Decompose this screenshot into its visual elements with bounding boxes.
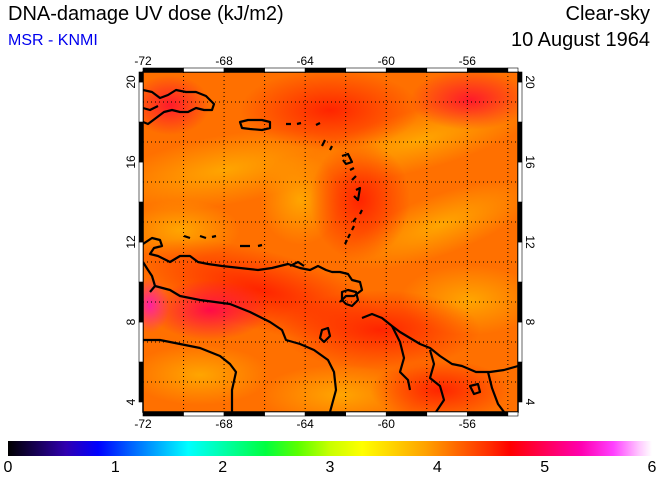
lon-label-top: -72 [134, 54, 152, 68]
frame-bar-top [304, 67, 347, 73]
frame-bar-bottom [304, 411, 347, 417]
lat-label-left: 12 [124, 235, 138, 249]
frame-bar-top [467, 67, 509, 73]
lat-label-left: 4 [124, 398, 138, 405]
lon-label-top: -56 [459, 54, 477, 68]
colorbar-tick-label: 1 [110, 459, 120, 476]
lon-label-bottom: -64 [296, 417, 314, 431]
frame-bar-top [223, 67, 265, 73]
frame-bar-bottom [264, 411, 306, 417]
date-label: 10 August 1964 [510, 29, 650, 51]
frame-bar-bottom [507, 411, 519, 417]
frame-bar-left [138, 121, 144, 163]
lat-label-right: 4 [523, 399, 537, 406]
frame-bar-right [517, 241, 523, 283]
lat-label-left: 8 [124, 318, 138, 325]
lon-label-bottom: -72 [134, 417, 152, 431]
frame-bar-left [138, 361, 144, 403]
colorbar-tick-label: 5 [540, 459, 550, 476]
lon-label-top: -60 [378, 54, 396, 68]
lon-label-bottom: -56 [459, 417, 477, 431]
lat-label-left: 20 [124, 75, 138, 89]
coastlines [143, 88, 518, 412]
lat-label-right: 16 [523, 155, 537, 169]
lon-label-bottom: -60 [378, 417, 396, 431]
map-frame-bars [138, 67, 523, 417]
frame-bar-bottom [183, 411, 225, 417]
frame-bar-left [138, 321, 144, 363]
frame-bar-right [517, 81, 523, 123]
lat-label-right: 20 [523, 75, 537, 89]
graticule [143, 72, 518, 412]
frame-bar-right [517, 161, 523, 203]
frame-bar-top [183, 67, 225, 73]
frame-bar-bottom [142, 411, 184, 417]
frame-bar-top [507, 67, 519, 73]
sky-condition-label: Clear-sky [565, 3, 650, 25]
frame-bar-left [138, 71, 144, 83]
frame-bar-bottom [345, 411, 387, 417]
frame-bar-right [517, 71, 523, 83]
lat-label-right: 8 [523, 319, 537, 326]
lat-label-left: 16 [124, 155, 138, 169]
frame-bar-right [517, 281, 523, 323]
frame-bar-top [264, 67, 306, 73]
colorbar-tick-label: 4 [432, 459, 442, 476]
map-title: DNA-damage UV dose (kJ/m2) [8, 3, 284, 25]
source-label: MSR - KNMI [8, 32, 98, 49]
frame-bar-right [517, 201, 523, 243]
frame-bar-right [517, 321, 523, 363]
colorbar [8, 441, 652, 456]
frame-bar-right [517, 121, 523, 163]
frame-bar-right [517, 361, 523, 403]
frame-bar-left [138, 201, 144, 243]
frame-bar-top [142, 67, 184, 73]
lon-label-top: -68 [215, 54, 233, 68]
frame-bar-bottom [426, 411, 468, 417]
colorbar-tick-label: 6 [647, 459, 657, 476]
colorbar-tick-label: 0 [3, 459, 13, 476]
frame-bar-left [138, 241, 144, 283]
uv-dose-field [143, 72, 518, 412]
frame-bar-top [385, 67, 428, 73]
frame-bar-top [345, 67, 387, 73]
frame-bar-left [138, 81, 144, 123]
lon-label-bottom: -68 [215, 417, 233, 431]
frame-bar-left [138, 161, 144, 203]
colorbar-tick-label: 3 [325, 459, 335, 476]
colorbar-tick-label: 2 [218, 459, 228, 476]
map-tick-labels: -72 -72 -68 -68 -64 -64 -60 -60 -56 -56 4 4 8 8 12 12 16… [124, 54, 537, 431]
frame-bar-top [426, 67, 468, 73]
frame-bar-bottom [467, 411, 509, 417]
frame-bar-bottom [385, 411, 428, 417]
lon-label-top: -64 [296, 54, 314, 68]
lat-label-right: 12 [523, 235, 537, 249]
frame-bar-left [138, 281, 144, 323]
frame-bar-bottom [223, 411, 265, 417]
